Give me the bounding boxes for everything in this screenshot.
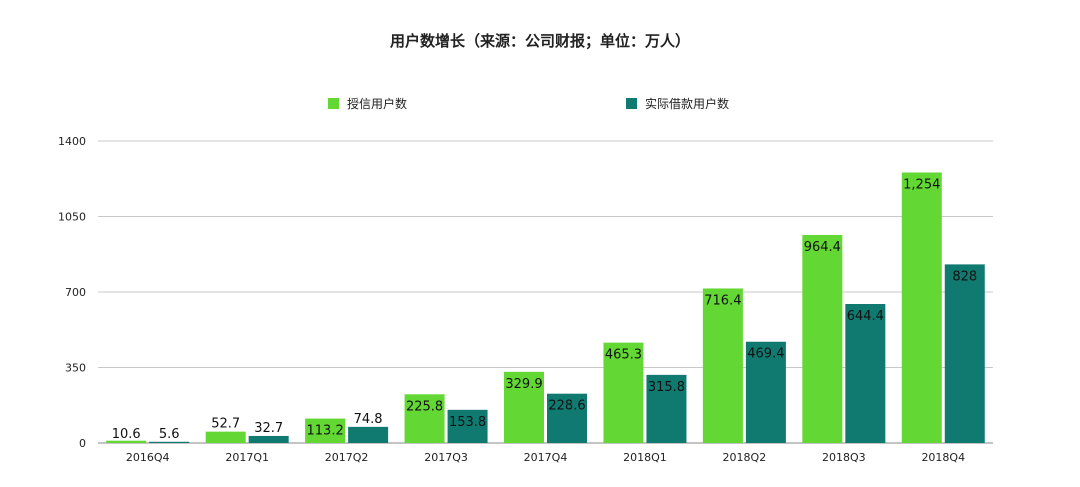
- x-tick-label-2018Q4: 2018Q4: [921, 451, 965, 464]
- bar-s1-2016Q4: [149, 441, 190, 443]
- bar-s1-2018Q1: [646, 374, 687, 443]
- data-label-s0-2017Q2: 113.2: [307, 424, 344, 439]
- x-tick-label-2017Q2: 2017Q2: [325, 451, 369, 464]
- data-label-s1-2016Q4: 5.6: [159, 427, 180, 442]
- chart-title: 用户数增长（来源：公司财报；单位：万人）: [389, 32, 690, 50]
- data-label-s0-2018Q2: 716.4: [704, 293, 741, 308]
- data-label-s1-2018Q1: 315.8: [648, 380, 685, 395]
- bar-s0-2018Q2: [702, 288, 743, 443]
- bar-s0-2018Q4: [901, 172, 942, 443]
- y-tick-label-1400: 1400: [58, 135, 86, 148]
- data-label-s1-2018Q2: 469.4: [747, 347, 784, 362]
- y-tick-label-700: 700: [65, 286, 86, 299]
- legend-label-credit-users: 授信用户数: [347, 97, 408, 111]
- bar-s0-2017Q3: [404, 394, 445, 443]
- x-tick-label-2016Q4: 2016Q4: [126, 451, 170, 464]
- data-label-s1-2018Q4: 828: [952, 269, 977, 284]
- data-label-s1-2017Q1: 32.7: [254, 421, 283, 436]
- data-label-s1-2017Q4: 228.6: [548, 399, 585, 414]
- y-tick-label-350: 350: [65, 362, 86, 375]
- data-label-s0-2016Q4: 10.6: [112, 427, 141, 442]
- data-label-s0-2018Q1: 465.3: [605, 348, 642, 363]
- x-tick-label-2017Q1: 2017Q1: [225, 451, 269, 464]
- bar-s0-2017Q4: [504, 371, 544, 443]
- x-tick-label-2018Q3: 2018Q3: [822, 451, 866, 464]
- bar-s1-2017Q4: [547, 393, 587, 443]
- data-label-s0-2017Q1: 52.7: [211, 417, 240, 432]
- legend-swatch-borrowing-users: [626, 98, 637, 109]
- y-tick-label-0: 0: [79, 437, 86, 450]
- x-tick-label-2018Q2: 2018Q2: [723, 451, 767, 464]
- data-label-s0-2017Q3: 225.8: [406, 399, 443, 414]
- legend-item-borrowing-users: 实际借款用户数: [626, 95, 729, 112]
- legend: 授信用户数 实际借款用户数: [0, 95, 1080, 113]
- legend-item-credit-users: 授信用户数: [328, 95, 407, 112]
- x-tick-label-2017Q3: 2017Q3: [424, 451, 468, 464]
- data-label-s0-2017Q4: 329.9: [505, 377, 542, 392]
- bar-s0-2018Q1: [603, 342, 644, 443]
- bar-s1-2018Q3: [845, 303, 886, 443]
- data-label-s1-2017Q3: 153.8: [449, 415, 486, 430]
- bar-s1-2017Q1: [248, 435, 289, 443]
- data-label-s0-2018Q4: 1,254: [903, 177, 940, 192]
- data-label-s1-2017Q2: 74.8: [354, 412, 383, 427]
- bar-s0-2016Q4: [106, 440, 147, 443]
- bar-s0-2017Q2: [305, 418, 346, 443]
- x-tick-label-2018Q1: 2018Q1: [623, 451, 667, 464]
- y-tick-label-1050: 1050: [58, 211, 86, 224]
- x-tick-label-2017Q4: 2017Q4: [524, 451, 568, 464]
- bar-s0-2018Q3: [802, 234, 843, 443]
- data-label-s0-2018Q3: 964.4: [804, 240, 841, 255]
- bar-s1-2017Q2: [348, 426, 389, 443]
- bar-s0-2017Q1: [205, 431, 246, 443]
- data-label-s1-2018Q3: 644.4: [847, 309, 884, 324]
- legend-label-borrowing-users: 实际借款用户数: [645, 97, 730, 111]
- legend-swatch-credit-users: [328, 98, 339, 109]
- bar-s1-2018Q4: [944, 264, 985, 443]
- bar-s1-2017Q3: [447, 409, 488, 443]
- bar-s1-2018Q2: [745, 341, 786, 443]
